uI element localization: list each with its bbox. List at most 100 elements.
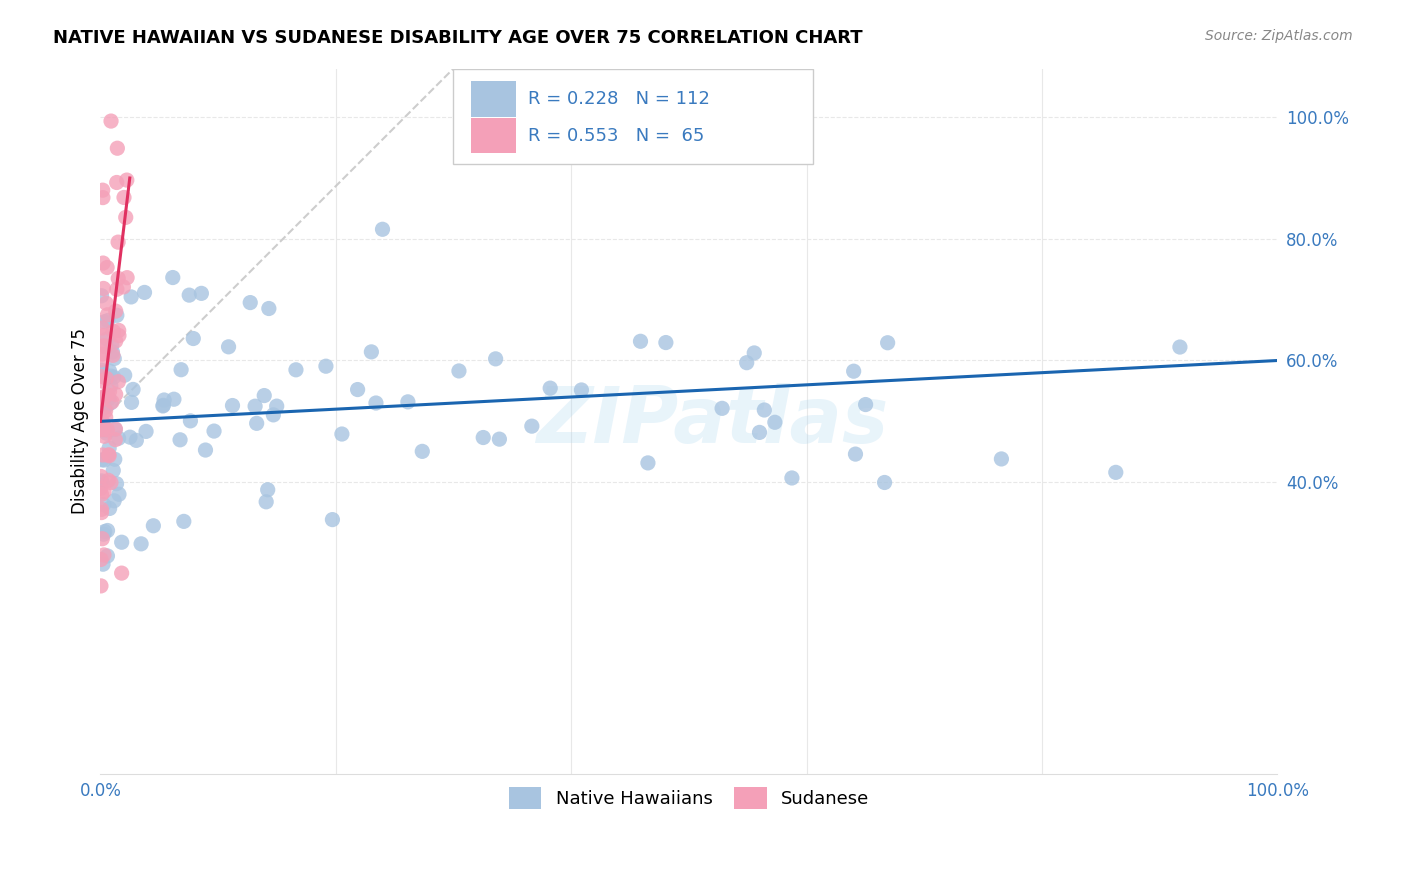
Point [93, 498, 115, 512]
Text: Source: ZipAtlas.com: Source: ZipAtlas.com [1205, 29, 1353, 43]
Point [103, 325, 125, 339]
Point [218, 340, 240, 354]
Point [101, 348, 124, 362]
Point [122, 383, 145, 397]
Point [90, 363, 112, 377]
Point [754, 403, 776, 417]
Point [105, 282, 128, 296]
Point [104, 422, 127, 436]
Point [100, 378, 122, 392]
Point [266, 399, 288, 413]
Point [96, 332, 118, 346]
Point [152, 398, 174, 412]
Point [98, 391, 121, 405]
Text: NATIVE HAWAIIAN VS SUDANESE DISABILITY AGE OVER 75 CORRELATION CHART: NATIVE HAWAIIAN VS SUDANESE DISABILITY A… [53, 29, 863, 46]
Point [104, 387, 127, 401]
Point [179, 288, 201, 302]
Point [96, 423, 118, 437]
Point [98, 449, 121, 463]
Point [90, 289, 112, 303]
Point [96, 308, 118, 322]
Point [90, 353, 112, 368]
Point [142, 518, 165, 533]
Point [108, 487, 131, 501]
Point [472, 430, 495, 444]
Point [90, 579, 112, 593]
Point [93, 281, 115, 295]
Point [105, 476, 128, 491]
Text: R = 0.228   N = 112: R = 0.228 N = 112 [527, 90, 710, 108]
Point [104, 452, 127, 467]
Point [1168, 340, 1191, 354]
Point [112, 190, 135, 204]
Point [115, 173, 138, 187]
Point [93, 429, 115, 443]
Legend: Native Hawaiians, Sudanese: Native Hawaiians, Sudanese [502, 780, 876, 816]
Point [90, 506, 112, 520]
Point [330, 427, 353, 442]
Point [135, 425, 157, 439]
Point [179, 414, 201, 428]
Point [162, 270, 184, 285]
Point [90, 469, 112, 483]
Point [538, 381, 561, 395]
Point [194, 443, 217, 458]
Point [103, 463, 125, 477]
Point [107, 375, 129, 389]
Point [105, 308, 128, 322]
Point [190, 286, 212, 301]
Point [484, 351, 506, 366]
Point [91, 390, 114, 404]
Point [91, 321, 114, 335]
Point [103, 370, 125, 384]
Point [100, 475, 122, 490]
Point [105, 141, 128, 155]
Point [97, 313, 120, 327]
Point [111, 566, 134, 581]
Point [90, 487, 112, 501]
Point [107, 235, 129, 249]
Point [91, 418, 114, 433]
Point [93, 453, 115, 467]
Point [112, 280, 135, 294]
Point [91, 339, 114, 353]
Point [257, 301, 280, 316]
Point [111, 535, 134, 549]
Point [93, 401, 115, 415]
Point [90, 347, 112, 361]
Point [104, 304, 127, 318]
Point [107, 431, 129, 445]
Point [98, 364, 121, 378]
Point [173, 515, 195, 529]
Point [371, 222, 394, 236]
Point [93, 484, 115, 499]
Point [93, 398, 115, 412]
Point [98, 384, 121, 399]
Point [243, 399, 266, 413]
Point [246, 417, 269, 431]
Point [93, 422, 115, 436]
Point [202, 424, 225, 438]
Point [91, 415, 114, 429]
Point [152, 399, 174, 413]
Point [107, 271, 129, 285]
FancyBboxPatch shape [471, 81, 516, 117]
Point [90, 413, 112, 427]
Point [253, 388, 276, 402]
Point [90, 481, 112, 495]
Point [254, 495, 277, 509]
Point [91, 532, 114, 546]
Point [153, 392, 176, 407]
Point [114, 211, 136, 225]
Point [321, 513, 343, 527]
Point [170, 362, 193, 376]
Point [873, 475, 896, 490]
Point [93, 524, 115, 539]
Point [101, 345, 124, 359]
Point [100, 114, 122, 128]
Point [91, 374, 114, 388]
Point [101, 395, 124, 409]
FancyBboxPatch shape [471, 118, 516, 153]
Point [1105, 466, 1128, 480]
Point [97, 448, 120, 462]
